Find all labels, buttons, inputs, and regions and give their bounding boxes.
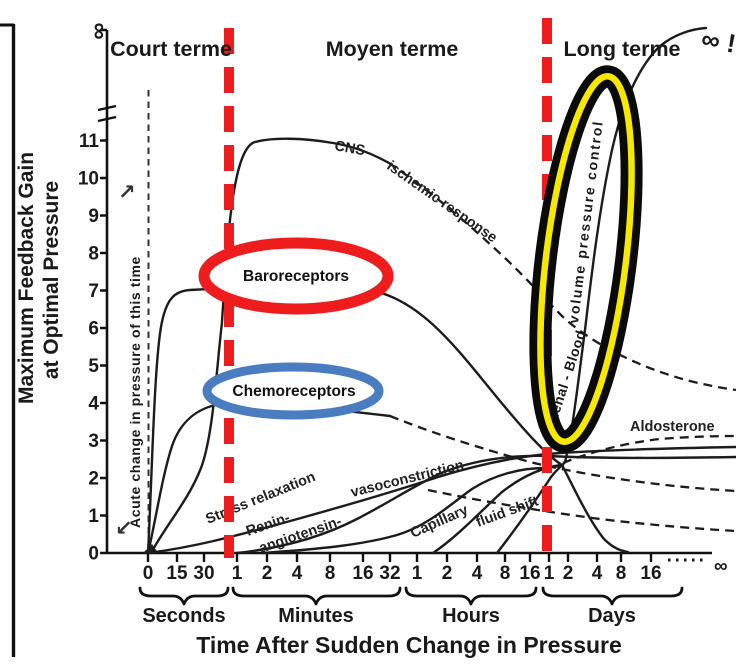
y-tick-6: 6 bbox=[88, 319, 99, 340]
aldosterone-curve-dashed bbox=[562, 434, 736, 465]
zone-label-long-term: Long terme bbox=[563, 37, 680, 61]
y-axis-ticks bbox=[100, 28, 107, 555]
capillary-curve-dashed bbox=[427, 488, 736, 533]
cns-ischemic-curve-dashed bbox=[388, 162, 736, 392]
x-tick-day-1: 1 bbox=[544, 563, 555, 584]
baroreceptors-highlight-ellipse bbox=[198, 237, 394, 315]
seconds-brace bbox=[138, 586, 230, 606]
y-tick-9: 9 bbox=[88, 206, 99, 227]
infinity-exclaim-note: ∞ ! bbox=[699, 23, 736, 59]
renal-highlight-ellipse-yellow bbox=[537, 73, 635, 445]
acute-arrow-up-icon: ↗ bbox=[118, 181, 136, 204]
x-tick-day-4: 4 bbox=[592, 563, 603, 584]
x-tick-min-1: 1 bbox=[232, 563, 243, 584]
x-tick-min-2: 2 bbox=[262, 563, 273, 584]
chemoreceptors-label: Chemoreceptors bbox=[232, 383, 355, 400]
y-tick-10: 10 bbox=[78, 169, 99, 190]
aldosterone-label: Aldosterone bbox=[630, 419, 715, 435]
y-tick-3: 3 bbox=[88, 431, 99, 452]
stress-relaxation-curve bbox=[146, 445, 736, 555]
y-axis-title-line2: at Optimal Pressure bbox=[40, 181, 63, 379]
y-axis-break bbox=[97, 104, 117, 123]
baroreceptors-label: Baroreceptors bbox=[243, 268, 349, 285]
x-axis-infinity-symbol: ∞ bbox=[714, 556, 728, 577]
minutes-brace bbox=[231, 586, 402, 606]
x-tick-day-2: 2 bbox=[563, 563, 574, 584]
renal-highlight-ellipse-group bbox=[529, 65, 643, 453]
x-tick-min-32: 32 bbox=[379, 563, 400, 584]
y-tick-7: 7 bbox=[88, 281, 99, 302]
acute-change-label: Acute change in pressure of this time bbox=[127, 256, 143, 528]
fluid-shift-label: fluid shift bbox=[474, 493, 541, 530]
x-tick-hr-2: 2 bbox=[442, 563, 453, 584]
group-label-seconds: Seconds bbox=[142, 605, 225, 627]
x-tick-min-16: 16 bbox=[352, 563, 373, 584]
group-label-days: Days bbox=[588, 605, 636, 627]
days-brace bbox=[541, 586, 684, 606]
x-tick-hr-4: 4 bbox=[472, 563, 483, 584]
x-tick-sec-0: 0 bbox=[143, 563, 154, 584]
zone-label-medium-term: Moyen terme bbox=[326, 37, 459, 61]
y-tick-0: 0 bbox=[88, 544, 99, 565]
y-tick-5: 5 bbox=[88, 356, 99, 377]
y-tick-4: 4 bbox=[88, 394, 99, 415]
x-axis-title: Time After Sudden Change in Pressure bbox=[196, 632, 622, 658]
cns-label: CNS bbox=[333, 138, 366, 159]
x-axis-ticks bbox=[146, 553, 653, 562]
group-label-hours: Hours bbox=[442, 605, 500, 627]
ischemic-response-label: ischemic response bbox=[384, 158, 500, 246]
renal-blood-volume-curve bbox=[495, 26, 708, 555]
y-tick-2: 2 bbox=[88, 469, 99, 490]
zone-label-short-term: Court terme bbox=[110, 37, 232, 61]
x-tick-sec-15: 15 bbox=[166, 563, 188, 584]
y-tick-1: 1 bbox=[88, 506, 99, 527]
renin-angiotensin-curve bbox=[235, 454, 736, 555]
x-tick-day-16: 16 bbox=[640, 563, 661, 584]
x-tick-hr-16: 16 bbox=[519, 563, 540, 584]
y-axis-infinity-symbol: ∞ bbox=[86, 22, 113, 39]
x-tick-day-8: 8 bbox=[616, 563, 627, 584]
x-tick-hr-1: 1 bbox=[412, 563, 423, 584]
x-tick-min-4: 4 bbox=[292, 563, 303, 584]
group-label-minutes: Minutes bbox=[278, 605, 354, 627]
y-tick-8: 8 bbox=[88, 244, 99, 265]
capillary-label: Capillary bbox=[408, 502, 470, 542]
x-tick-hr-8: 8 bbox=[500, 563, 511, 584]
y-axis-title-line1: Maximum Feedback Gain bbox=[15, 152, 38, 404]
x-tick-min-8: 8 bbox=[325, 563, 336, 584]
acute-arrow-down-icon: ↙ bbox=[115, 517, 133, 540]
x-tick-sec-30: 30 bbox=[193, 563, 214, 584]
y-tick-11: 11 bbox=[79, 131, 100, 152]
hours-brace bbox=[404, 586, 538, 606]
origin-node bbox=[143, 544, 158, 553]
chemoreceptors-highlight-ellipse bbox=[202, 362, 384, 420]
